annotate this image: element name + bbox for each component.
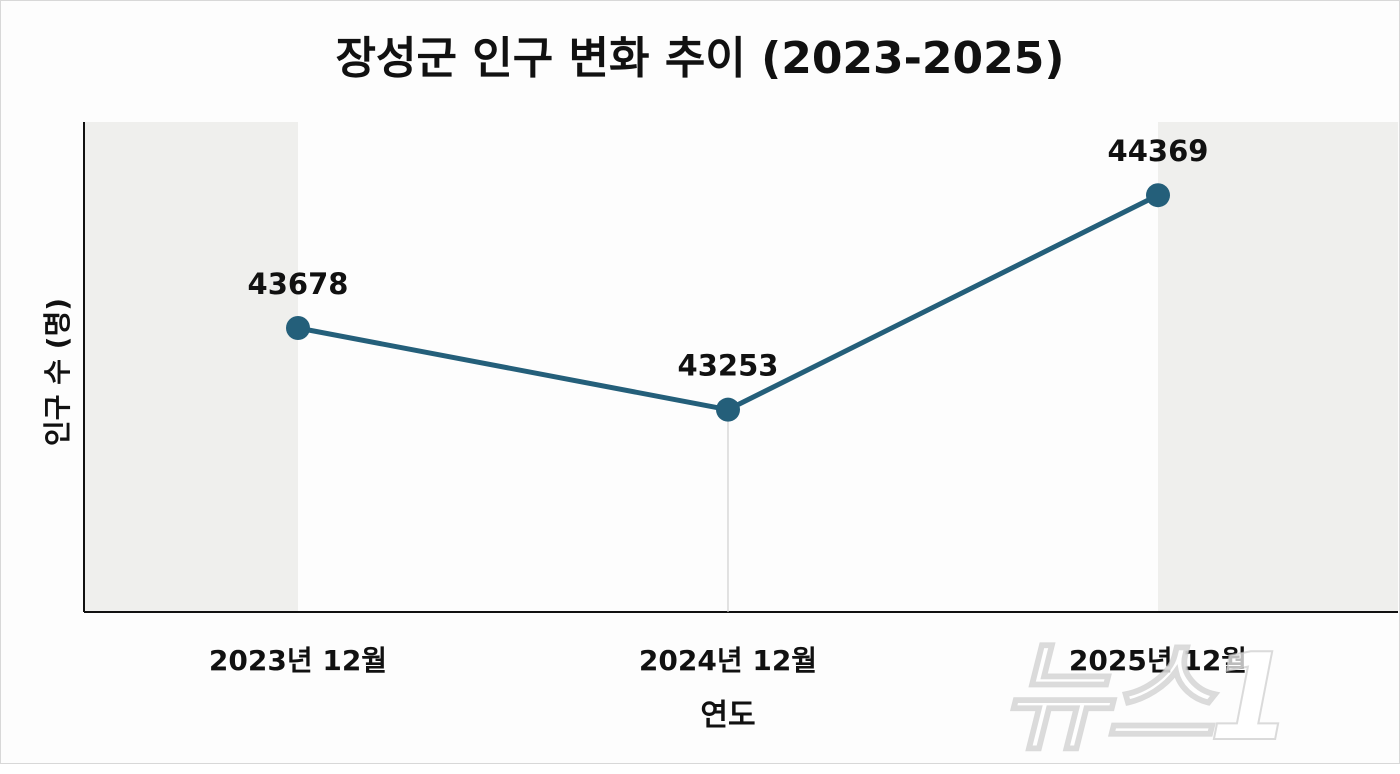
shaded-band-right [1158,122,1398,612]
data-label-2: 43253 [678,349,779,383]
news1-watermark-logo: 뉴스1 [999,628,1293,769]
y-axis-label: 인구 수 (명) [41,297,74,447]
chart-title: 장성군 인구 변화 추이 (2023-2025) [335,33,1065,84]
x-tick-label-3: 2025년 12월 [1069,644,1247,677]
shaded-band-left [85,122,298,612]
data-point-2 [716,397,740,422]
x-tick-label-2: 2024년 12월 [639,644,817,677]
x-axis-label: 연도 [700,698,756,733]
data-label-1: 43678 [248,267,349,301]
data-point-1 [286,315,310,340]
data-label-3: 44369 [1108,134,1209,168]
x-tick-label-1: 2023년 12월 [209,644,387,677]
data-point-3 [1146,183,1170,208]
